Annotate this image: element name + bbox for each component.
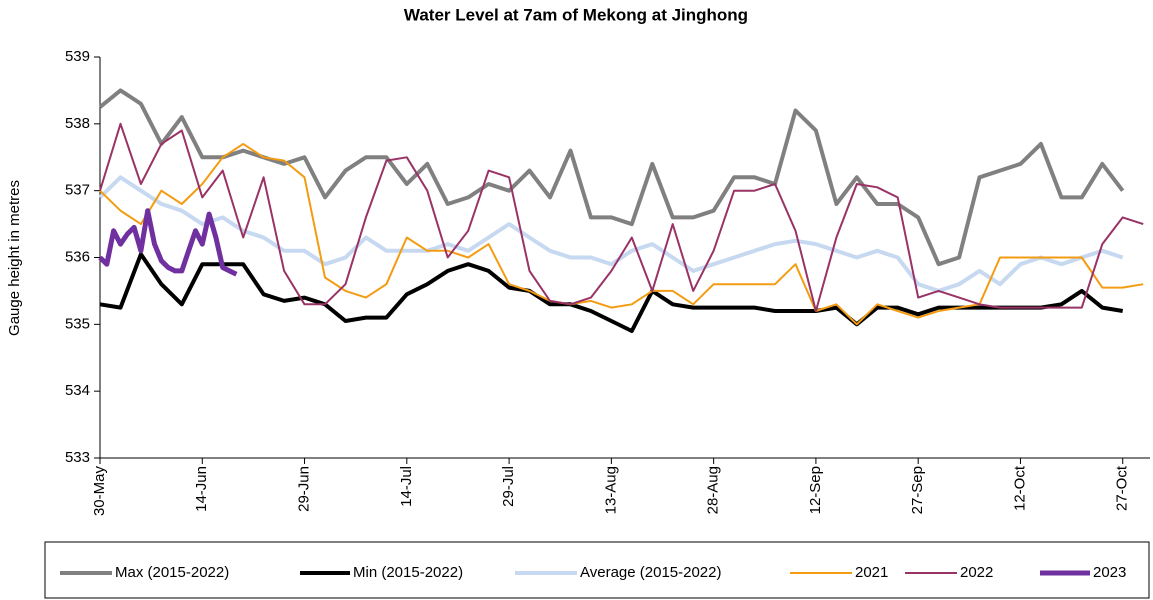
legend-label: Average (2015-2022) [580,564,722,581]
x-tick-label: 12-Oct [1011,465,1028,511]
chart-title: Water Level at 7am of Mekong at Jinghong [404,5,748,24]
series-line [98,88,1125,267]
y-tick-label: 533 [65,449,90,466]
y-axis-title: Gauge height in metres [6,180,23,336]
y-tick-label: 538 [65,115,90,132]
y-tick-label: 535 [65,315,90,332]
y-tick-label: 536 [65,248,90,265]
y-tick-label: 534 [65,382,90,399]
x-tick-label: 30-May [91,466,108,517]
x-tick-label: 28-Aug [705,466,722,514]
y-tick-label: 537 [65,182,90,199]
series-line [98,208,238,277]
series-line [99,142,1144,326]
series-line [99,122,1144,312]
x-tick-label: 29-Jul [500,466,517,507]
legend-label: 2022 [960,564,993,581]
legend-label: 2023 [1093,564,1126,581]
x-tick-label: 13-Aug [602,466,619,514]
legend-label: Min (2015-2022) [353,564,463,581]
x-tick-label: 14-Jun [193,466,210,512]
x-tick-label: 14-Jul [398,466,415,507]
x-tick-label: 12-Sep [807,466,824,514]
series-line [99,252,1124,333]
y-tick-label: 539 [65,48,90,65]
legend-label: Max (2015-2022) [115,564,229,581]
x-tick-label: 27-Sep [909,466,926,514]
legend-label: 2021 [855,564,888,581]
x-tick-label: 27-Oct [1114,465,1131,511]
series-line [98,175,1124,293]
x-tick-label: 29-Jun [296,466,313,512]
legend-box [44,541,1150,599]
